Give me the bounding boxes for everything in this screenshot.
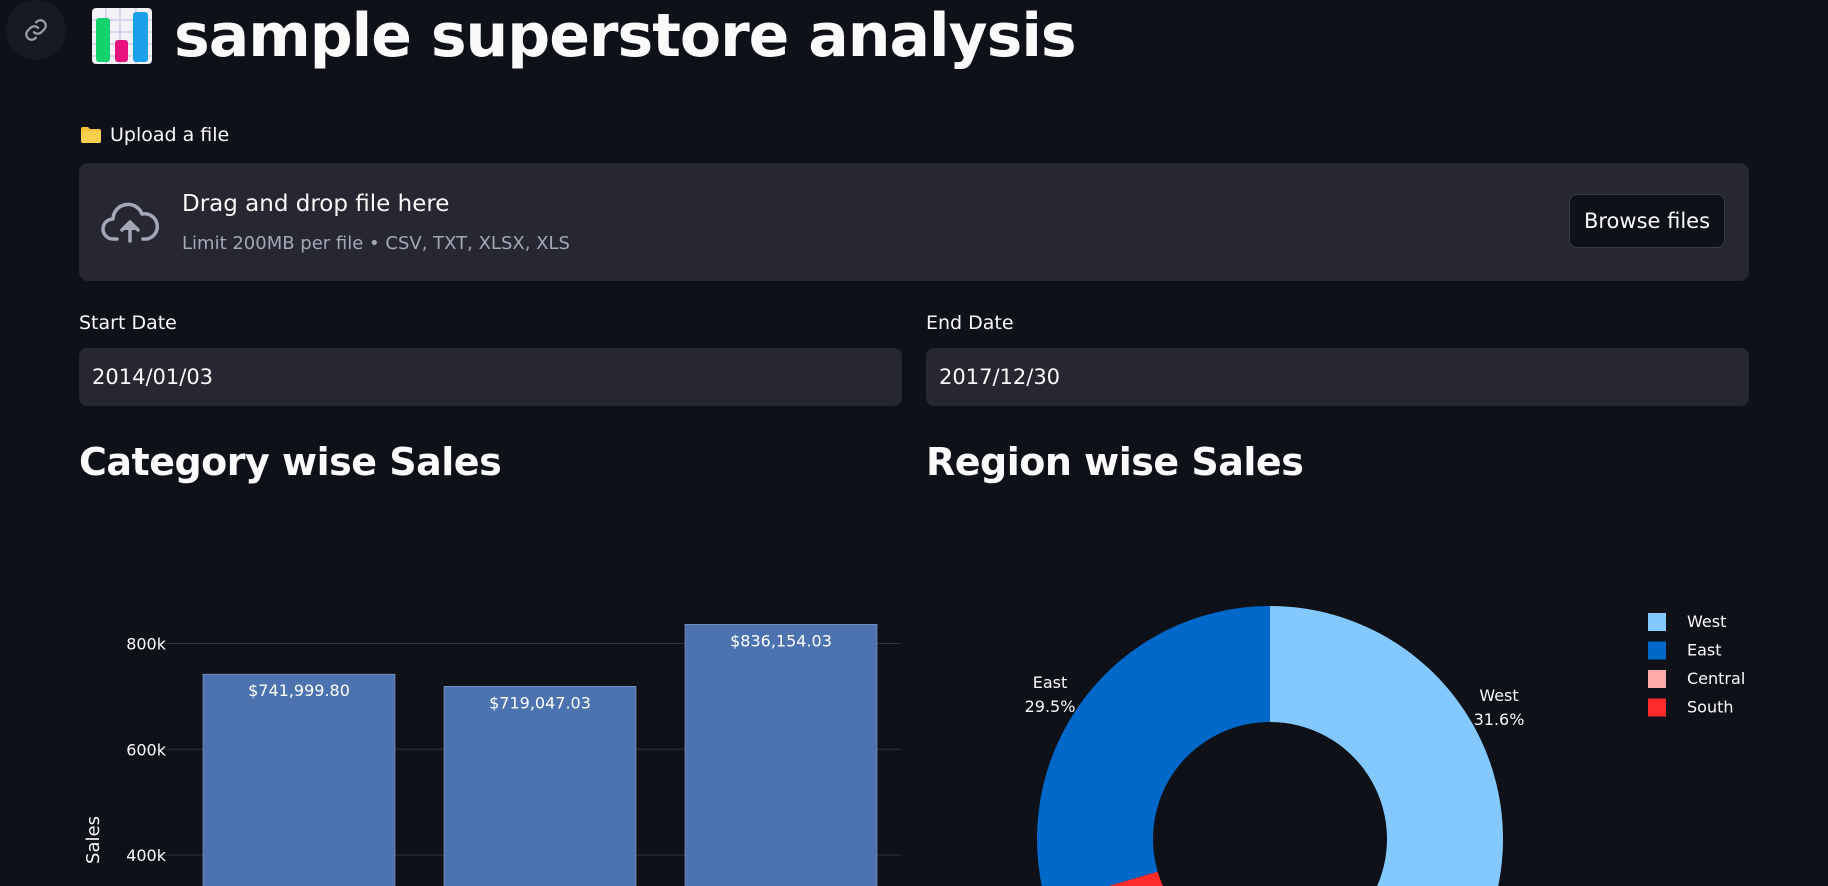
start-date-label: Start Date (79, 312, 177, 334)
slice-label-west: West (1479, 686, 1518, 705)
bar (685, 624, 877, 886)
category-sales-chart: 400k 600k 800k Sales $741,999.80 $719,047.03 $… (79, 520, 909, 886)
start-date-input[interactable] (79, 348, 902, 406)
cloud-upload-icon (101, 199, 159, 245)
bar-value-label: $719,047.03 (489, 693, 591, 712)
page-title: sample superstore analysis (174, 6, 1076, 66)
slice-west (1270, 606, 1503, 886)
dropzone-limit: Limit 200MB per file • CSV, TXT, XLSX, X… (182, 233, 570, 254)
legend-item: South (1687, 698, 1734, 717)
legend-swatch (1648, 642, 1666, 660)
y-tick-label: 600k (126, 740, 167, 759)
bar (444, 686, 636, 886)
file-dropzone[interactable]: Drag and drop file here Limit 200MB per … (79, 163, 1749, 281)
legend-swatch (1648, 613, 1666, 631)
legend-swatch (1648, 699, 1666, 717)
slice-percent-west: 31.6% (1474, 710, 1525, 729)
legend-item: Central (1687, 669, 1745, 688)
bar-value-label: $836,154.03 (730, 631, 832, 650)
region-sales-title: Region wise Sales (926, 440, 1303, 484)
end-date-input[interactable] (926, 348, 1749, 406)
upload-label: Upload a file (80, 124, 229, 146)
region-sales-chart: West 31.6% East 29.5% West East Central South (926, 520, 1828, 886)
legend-item: West (1687, 612, 1726, 631)
browse-files-button[interactable]: Browse files (1569, 194, 1725, 248)
page-header: sample superstore analysis (90, 0, 1076, 72)
y-tick-label: 800k (126, 635, 167, 654)
upload-label-text: Upload a file (110, 124, 229, 146)
bar-value-label: $741,999.80 (248, 681, 350, 700)
slice-east (1037, 606, 1270, 886)
category-sales-title: Category wise Sales (79, 440, 501, 484)
y-tick-label: 400k (126, 846, 167, 865)
anchor-link-button[interactable] (6, 0, 66, 60)
folder-icon (80, 126, 102, 144)
end-date-label: End Date (926, 312, 1014, 334)
y-axis-label: Sales (83, 816, 104, 864)
bar-chart-emoji-icon (90, 4, 154, 68)
slice-label-east: East (1033, 673, 1068, 692)
legend-swatch (1648, 670, 1666, 688)
dropzone-instructions: Drag and drop file here (182, 191, 449, 217)
link-icon (23, 17, 49, 43)
slice-percent-east: 29.5% (1025, 697, 1076, 716)
legend-item: East (1687, 641, 1722, 660)
bar (203, 674, 395, 886)
